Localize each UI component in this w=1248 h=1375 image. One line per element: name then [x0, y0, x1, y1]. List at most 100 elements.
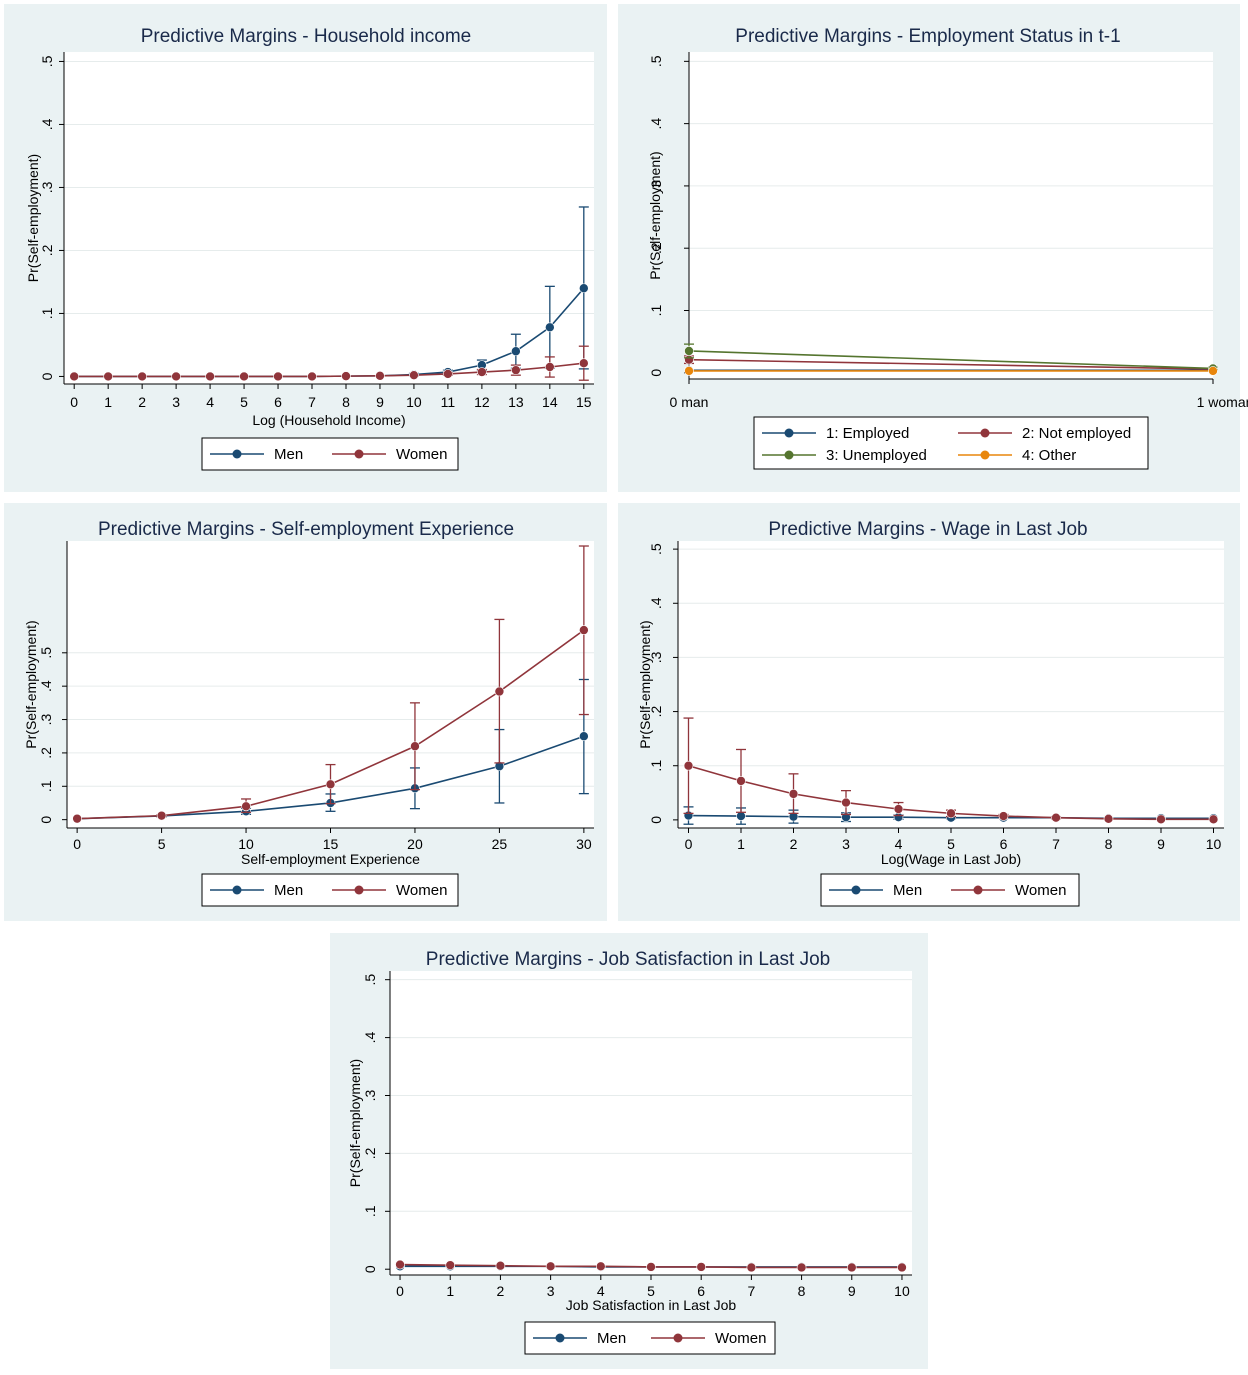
data-point-women [273, 371, 283, 382]
data-point-women [736, 776, 746, 786]
legend-marker-women [354, 885, 364, 895]
data-point-women [325, 779, 336, 790]
x-tick-label: 8 [1105, 836, 1113, 852]
x-tick-label: 3 [172, 394, 180, 410]
data-point-women [69, 371, 79, 382]
series-line-women [74, 362, 584, 378]
data-point-4-other [1208, 366, 1218, 376]
chart-title: Predictive Margins - Employment Status i… [735, 26, 1120, 47]
panel-self-employment-experience: 0 .1 .2 .3 .4 .5 0 5 10 15 20 25 30 Predictive Margin… [4, 503, 607, 921]
legend-marker-3-unemployed [784, 450, 794, 460]
data-point-women [1051, 812, 1061, 823]
y-tick-label: 0 [648, 369, 664, 377]
x-tick-label: 4 [597, 1283, 605, 1299]
legend-label-4-other: 4: Other [1022, 447, 1076, 464]
legend-marker-men [232, 885, 242, 895]
data-point-women [893, 804, 904, 814]
x-tick-label: 10 [406, 394, 422, 410]
y-tick-label: .1 [38, 780, 54, 792]
y-tick-label: .4 [39, 118, 55, 130]
y-tick-label: .2 [39, 244, 55, 256]
x-tick-label: 1 [104, 394, 112, 410]
y-axis-title: Pr(Self-employment) [23, 620, 39, 748]
data-point-men [579, 283, 589, 294]
plot-area [689, 52, 1213, 379]
data-point-women [897, 1262, 907, 1273]
data-point-women [746, 1262, 757, 1273]
data-point-men [511, 346, 521, 357]
series-line-2-not-employed [688, 358, 1214, 370]
data-point-women [375, 371, 385, 381]
data-point-women [239, 371, 249, 382]
legend-label-men: Men [274, 446, 303, 463]
x-tick-label: 7 [1052, 836, 1060, 852]
y-tick-label: 0 [39, 372, 55, 380]
x-tick-label: 10 [894, 1283, 910, 1299]
x-tick-label: 2 [790, 836, 798, 852]
x-tick-label: 8 [342, 394, 350, 410]
x-tick-label: 1 woman [1197, 394, 1248, 410]
y-tick-label: .1 [648, 760, 664, 772]
legend-label-men: Men [274, 882, 303, 899]
legend-label-men: Men [893, 882, 922, 899]
data-point-women [696, 1262, 706, 1272]
data-point-women [511, 365, 521, 375]
legend-marker-1-employed [784, 428, 794, 438]
x-tick-label: 7 [747, 1283, 755, 1299]
data-point-women [410, 741, 420, 752]
data-point-women [409, 370, 419, 380]
y-tick-label: .2 [648, 242, 664, 254]
legend-label-2-not-employed: 2: Not employed [1022, 425, 1131, 442]
legend-marker-women [973, 885, 983, 895]
data-point-women [72, 813, 82, 824]
y-tick-label: 0 [38, 816, 54, 824]
chart-title: Predictive Margins - Household income [141, 26, 472, 47]
plot-area [678, 541, 1224, 828]
x-tick-label: 5 [240, 394, 248, 410]
y-tick-label: .4 [38, 680, 54, 692]
x-tick-label: 9 [376, 394, 384, 410]
data-point-women [579, 358, 589, 369]
x-tick-label: 0 [396, 1283, 404, 1299]
legend-marker-women [673, 1333, 683, 1343]
data-point-women [646, 1262, 656, 1272]
x-tick-label: 12 [474, 394, 490, 410]
x-tick-label: 8 [798, 1283, 806, 1299]
legend-label-women: Women [396, 882, 447, 899]
y-tick-label: .4 [362, 1032, 378, 1044]
chart-employment-status: 0 .1 .2 .3 .4 .5 0 man 1 woman Predictive Margin… [647, 26, 1248, 470]
chart-wage-last-job: 0 .1 .2 .3 .4 .5 0 1 2 3 4 5 6 7 8 9 10 Predictive Margin… [637, 519, 1224, 907]
data-point-women [545, 1261, 556, 1272]
legend-label-women: Women [396, 446, 447, 463]
panel-employment-status: 0 .1 .2 .3 .4 .5 0 man 1 woman Predictive Margin… [618, 4, 1248, 492]
legend-marker-men [232, 449, 242, 459]
y-tick-label: .2 [38, 747, 54, 759]
series-line-3-unemployed [688, 350, 1214, 370]
data-point-women [946, 808, 956, 819]
x-tick-label: 10 [1206, 836, 1222, 852]
y-axis-title: Pr(Self-employment) [347, 1059, 363, 1187]
x-tick-label: 7 [308, 394, 316, 410]
data-point-3-unemployed [684, 346, 694, 356]
x-tick-label: 15 [323, 836, 339, 852]
x-tick-label: 6 [697, 1283, 705, 1299]
data-point-women [596, 1261, 606, 1272]
legend-label-men: Men [597, 1330, 626, 1347]
plot-area [64, 52, 594, 384]
y-tick-label: .3 [38, 713, 54, 725]
x-tick-label: 3 [547, 1283, 555, 1299]
y-tick-label: .2 [648, 706, 664, 718]
chart-title: Predictive Margins - Self-employment Exp… [98, 519, 514, 540]
legend-label-women: Women [715, 1330, 766, 1347]
data-point-women [579, 625, 589, 635]
y-tick-label: .3 [39, 181, 55, 193]
x-tick-label: 4 [206, 394, 214, 410]
y-tick-label: .2 [362, 1147, 378, 1159]
y-tick-label: .3 [362, 1089, 378, 1101]
data-point-women [1103, 813, 1114, 824]
y-tick-label: .5 [648, 55, 664, 67]
data-point-women [841, 797, 851, 808]
x-tick-label: 4 [895, 836, 903, 852]
data-point-women [307, 371, 317, 382]
x-tick-label: 15 [576, 394, 592, 410]
